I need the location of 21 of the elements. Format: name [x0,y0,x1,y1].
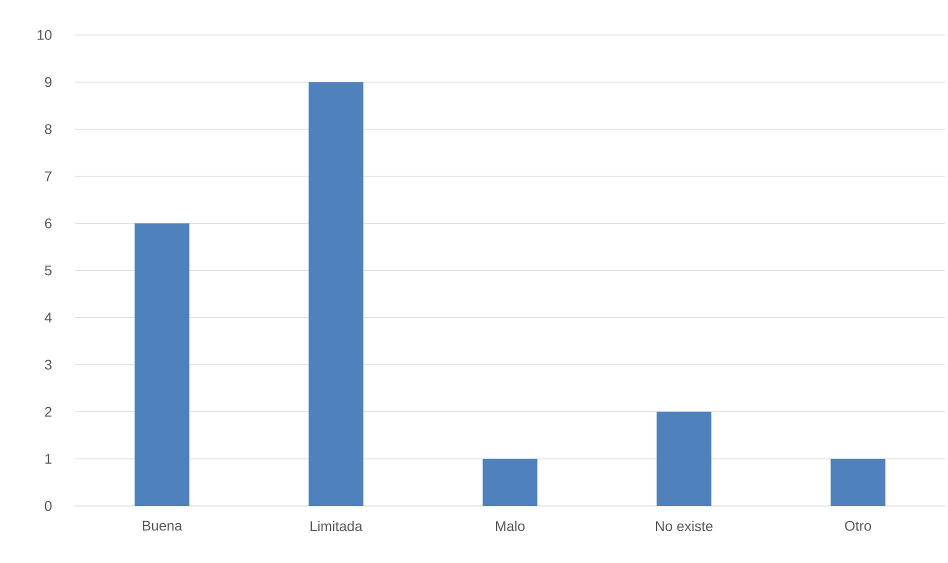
y-tick-label: 7 [45,171,52,182]
bar [134,223,190,506]
y-tick-label: 1 [45,454,52,464]
bar [482,458,538,506]
x-tick-label: Buena [142,520,182,531]
y-tick-label: 6 [45,218,52,228]
y-tick-label: 4 [44,312,52,322]
x-tick-label: No existe [656,520,713,532]
y-tick-label: 8 [44,124,52,134]
y-tick-label: 10 [38,30,52,40]
x-tick-label: Otro [845,520,872,531]
y-tick-label: 0 [44,501,52,511]
y-tick-label: 5 [44,266,52,276]
y-tick-label: 2 [45,406,52,417]
x-tick-label: Malo [496,520,525,532]
bar [830,458,886,506]
bar [656,412,712,506]
y-tick-label: 9 [45,77,52,88]
y-tick-label: 3 [44,360,52,370]
bar [308,82,364,506]
x-tick-label: Limitada [310,520,362,532]
